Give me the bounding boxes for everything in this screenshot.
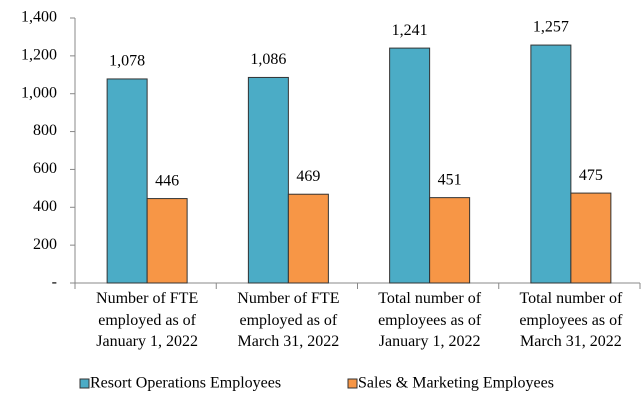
data-label: 451 (438, 171, 462, 188)
y-tick-label: 600 (33, 160, 57, 177)
y-tick-label: 1,200 (21, 47, 57, 64)
legend-swatch (347, 378, 358, 389)
x-tick-label: Number of FTE employed as of January 1, … (96, 290, 199, 350)
bar (429, 197, 471, 284)
y-tick-label: 400 (33, 198, 57, 215)
bar (247, 76, 289, 284)
bar (570, 192, 612, 284)
data-label: 1,257 (533, 19, 569, 36)
bar (389, 47, 431, 284)
bar (287, 193, 329, 284)
data-label: 446 (155, 172, 179, 189)
legend-label: Resort Operations Employees (90, 375, 281, 392)
y-tick-label: 1,000 (21, 84, 57, 101)
x-tick-label: Total number of employees as of March 31… (519, 290, 623, 350)
x-tick-label: Total number of employees as of January … (378, 290, 482, 350)
x-tick-label: Number of FTE employed as of March 31, 2… (237, 290, 340, 350)
data-label: 1,086 (250, 51, 286, 68)
data-label: 1,078 (109, 53, 145, 70)
data-label: 469 (296, 168, 320, 185)
y-tick-label: - (52, 274, 57, 291)
bar (146, 198, 188, 284)
data-label: 1,241 (392, 22, 428, 39)
y-tick-label: 200 (33, 236, 57, 253)
y-tick-label: 800 (33, 122, 57, 139)
legend-swatch (79, 378, 90, 389)
bar (530, 44, 572, 284)
data-label: 475 (579, 167, 603, 184)
y-tick-label: 1,400 (21, 9, 57, 26)
legend-label: Sales & Marketing Employees (358, 375, 554, 392)
bar (106, 78, 148, 284)
